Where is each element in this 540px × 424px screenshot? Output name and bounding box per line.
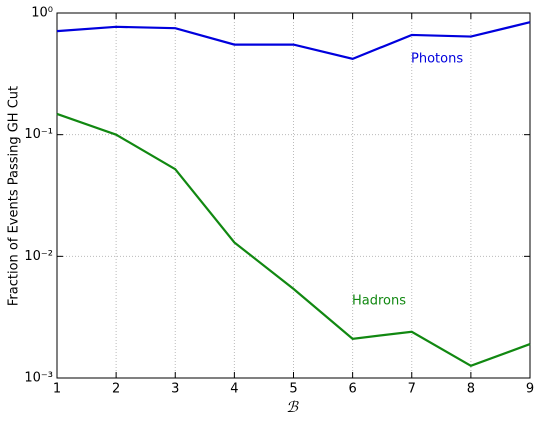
x-tick-label: 6 bbox=[348, 382, 356, 397]
y-tick-label: 10⁻¹ bbox=[24, 127, 53, 142]
series-annotation: Hadrons bbox=[352, 294, 406, 309]
x-tick-label: 2 bbox=[112, 382, 120, 397]
x-tick-label: 8 bbox=[467, 382, 475, 397]
y-tick-label: 10⁰ bbox=[31, 6, 53, 21]
x-tick-label: 5 bbox=[289, 382, 297, 397]
x-tick-label: 3 bbox=[171, 382, 179, 397]
y-axis-label: Fraction of Events Passing GH Cut bbox=[7, 86, 22, 306]
x-axis-label: ℬ bbox=[286, 398, 299, 416]
x-tick-label: 7 bbox=[408, 382, 416, 397]
series-line bbox=[56, 21, 531, 60]
series-line bbox=[56, 112, 531, 367]
x-tick-label: 4 bbox=[230, 382, 238, 397]
y-tick-label: 10⁻³ bbox=[24, 371, 53, 386]
y-tick-label: 10⁻² bbox=[24, 249, 53, 264]
x-tick-label: 1 bbox=[53, 382, 61, 397]
x-tick-label: 9 bbox=[526, 382, 534, 397]
plot-frame bbox=[56, 12, 531, 379]
series-annotation: Photons bbox=[411, 52, 463, 67]
